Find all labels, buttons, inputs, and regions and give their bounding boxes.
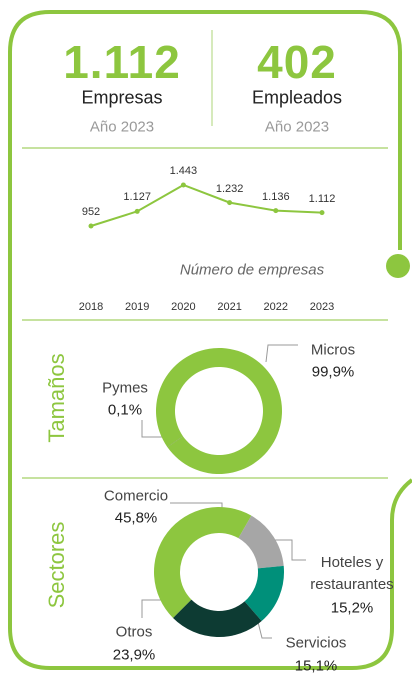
annotation: Número de empresas xyxy=(179,261,325,279)
data-label: 1.136 xyxy=(262,190,290,203)
slice-label: Micros xyxy=(310,341,356,359)
slice-value: 45,8% xyxy=(114,509,158,527)
chart-title: Tamaños xyxy=(44,353,69,442)
x-tick-label: 2018 xyxy=(78,301,104,313)
data-label: 1.112 xyxy=(308,192,336,205)
kpi-period: Año 2023 xyxy=(89,118,155,136)
kpi-number: 1.112 xyxy=(63,36,181,88)
x-tick-label: 2023 xyxy=(309,301,335,313)
leader-line xyxy=(270,539,306,561)
data-point xyxy=(273,208,279,214)
data-label: 1.443 xyxy=(169,165,198,177)
data-point xyxy=(88,223,94,229)
donut-slice xyxy=(244,565,284,622)
slice-label: Otros xyxy=(115,623,153,641)
data-label: 952 xyxy=(81,206,101,218)
slice-value: 0,1% xyxy=(107,401,143,419)
donut-slice xyxy=(173,599,262,637)
chart-title: Sectores xyxy=(44,522,69,609)
data-point xyxy=(227,200,233,206)
data-point xyxy=(319,210,325,216)
x-tick-label: 2022 xyxy=(263,301,289,313)
x-tick-label: 2019 xyxy=(124,301,150,313)
leader-line xyxy=(257,621,272,639)
donut-slice xyxy=(153,506,252,618)
slice-label: Servicios xyxy=(285,634,347,652)
kpi-label: Empresas xyxy=(81,87,163,108)
donut-slice xyxy=(167,436,184,448)
slice-label: Hoteles y restaurantes xyxy=(310,554,394,593)
x-tick-label: 2021 xyxy=(217,301,242,313)
data-point xyxy=(180,182,186,188)
data-label: 1.127 xyxy=(123,191,151,204)
slice-value: 23,9% xyxy=(112,646,156,664)
donut-slice xyxy=(238,515,284,569)
line-series xyxy=(90,183,323,227)
slice-value: 15,1% xyxy=(294,657,338,675)
slice-label: Comercio xyxy=(103,487,169,505)
frame-dot xyxy=(386,254,410,278)
slice-value: 15,2% xyxy=(330,599,374,617)
leader-line xyxy=(265,344,298,363)
x-tick-label: 2020 xyxy=(171,301,196,313)
donut-slice xyxy=(155,347,282,474)
frame xyxy=(50,10,402,250)
kpi-number: 402 xyxy=(257,36,337,88)
kpi-period: Año 2023 xyxy=(264,118,330,136)
frame xyxy=(8,10,412,670)
slice-label: Pymes xyxy=(102,379,148,397)
data-point xyxy=(134,208,140,214)
data-label: 1.232 xyxy=(215,182,244,195)
slice-value: 99,9% xyxy=(311,363,355,381)
kpi-label: Empleados xyxy=(251,87,343,108)
